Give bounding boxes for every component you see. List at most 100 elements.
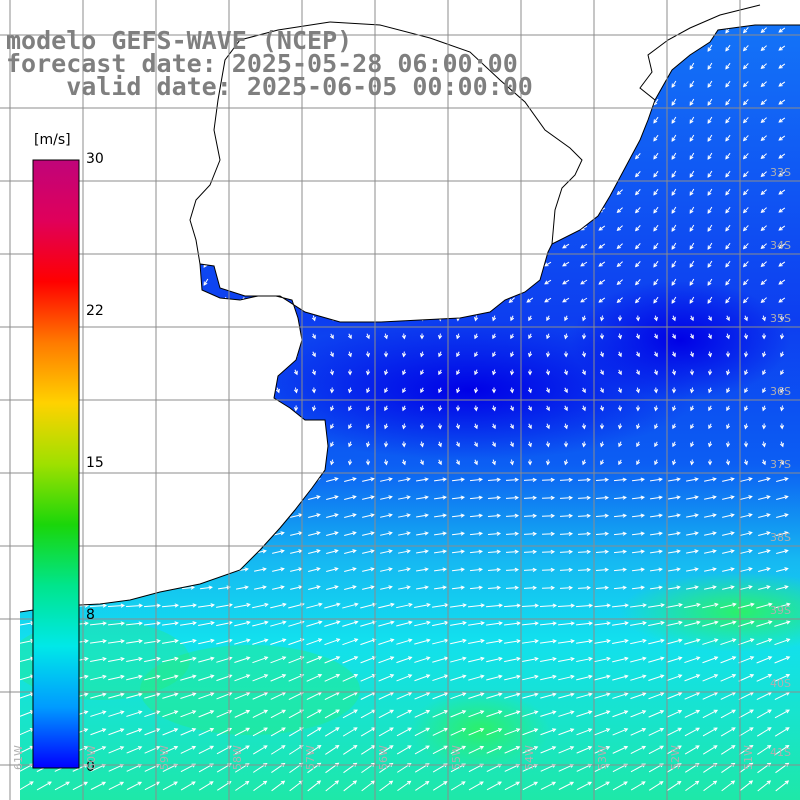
wind-arrow [326, 531, 339, 536]
wind-arrow [306, 638, 323, 646]
wind-arrow [576, 674, 593, 681]
wind-arrow [599, 405, 604, 412]
wind-arrow [257, 423, 263, 430]
wind-arrow [344, 531, 357, 536]
wind-arrow [634, 153, 641, 160]
wind-arrow [275, 369, 280, 376]
wind-arrow [181, 477, 196, 482]
wind-arrow [580, 171, 588, 177]
wind-arrow [616, 81, 623, 88]
wind-arrow [491, 459, 496, 466]
wind-arrow [631, 513, 645, 518]
wind-arrow [199, 495, 213, 500]
wind-arrow [630, 781, 646, 791]
wind-arrow [634, 225, 641, 232]
wind-arrow [635, 333, 640, 340]
wind-arrow [761, 441, 767, 448]
wind-arrow [595, 549, 610, 554]
wind-arrow [402, 387, 407, 394]
wind-arrow [347, 351, 352, 358]
wind-arrow [185, 387, 190, 394]
wind-arrow [2, 568, 14, 571]
wind-arrow [419, 242, 425, 250]
wind-arrow [648, 745, 665, 755]
wind-arrow [580, 279, 588, 285]
wind-arrow [455, 423, 460, 430]
wind-arrow [521, 603, 540, 608]
wind-arrow [613, 585, 628, 590]
wind-arrow [167, 405, 172, 412]
wind-arrow [162, 728, 179, 736]
wind-arrow [469, 567, 484, 572]
wind-arrow [653, 296, 659, 304]
wind-arrow [760, 81, 767, 88]
wind-arrow [668, 585, 681, 590]
wind-arrow [274, 117, 282, 123]
wind-arrow [775, 780, 790, 792]
wind-arrow [23, 369, 29, 376]
wind-arrow [384, 387, 389, 394]
wind-arrow [474, 351, 479, 358]
wind-arrow [762, 351, 767, 358]
wind-arrow [311, 315, 316, 322]
wind-arrow [671, 224, 677, 232]
wind-arrow [114, 387, 119, 394]
wind-arrow [401, 441, 407, 448]
wind-arrow [739, 780, 754, 792]
wind-arrow [742, 189, 749, 196]
wind-arrow [576, 692, 593, 699]
wind-arrow [613, 495, 628, 500]
wind-arrow [654, 459, 659, 466]
wind-arrow [616, 117, 623, 124]
wind-arrow [653, 369, 658, 376]
wind-arrow [346, 297, 354, 303]
wind-arrow [127, 549, 142, 554]
wind-arrow [594, 656, 611, 663]
wind-arrow [108, 656, 125, 662]
wind-arrow [707, 296, 713, 304]
wind-arrow [778, 117, 786, 123]
wind-arrow [617, 423, 623, 430]
wind-arrow [167, 369, 173, 376]
wind-arrow [416, 477, 429, 482]
wind-arrow [91, 585, 106, 590]
wind-arrow [684, 602, 701, 609]
wind-arrow [330, 441, 335, 448]
wind-arrow [185, 152, 191, 160]
wind-arrow [473, 170, 479, 178]
wind-arrow [522, 674, 539, 681]
wind-arrow [312, 423, 317, 430]
wind-arrow [580, 153, 588, 159]
wind-arrow [685, 780, 700, 792]
wind-arrow [90, 656, 107, 662]
wind-arrow [564, 315, 569, 322]
wind-arrow [415, 780, 430, 791]
wind-arrow [653, 116, 659, 124]
wind-arrow [740, 567, 753, 572]
wind-arrow [396, 709, 413, 718]
wind-arrow [346, 225, 354, 231]
wind-arrow [473, 315, 479, 322]
wind-arrow [653, 387, 659, 394]
wind-arrow [634, 189, 641, 196]
wind-arrow [707, 134, 713, 142]
wind-arrow [346, 171, 354, 177]
wind-arrow [616, 27, 623, 34]
wind-arrow [503, 621, 521, 626]
wind-arrow [541, 477, 556, 482]
wind-arrow [653, 134, 659, 142]
wind-arrow [456, 387, 461, 394]
wind-arrow [204, 333, 209, 340]
wind-arrow [236, 531, 249, 536]
wind-arrow [149, 278, 155, 286]
wind-arrow [239, 441, 245, 448]
wind-arrow [545, 351, 551, 358]
wind-arrow [130, 279, 137, 286]
wind-arrow [617, 405, 623, 412]
wind-arrow [89, 603, 108, 608]
wind-arrow [76, 153, 84, 159]
wind-arrow [150, 369, 155, 376]
wind-arrow [125, 603, 144, 608]
wind-arrow [455, 152, 461, 160]
wind-arrow [684, 691, 701, 700]
